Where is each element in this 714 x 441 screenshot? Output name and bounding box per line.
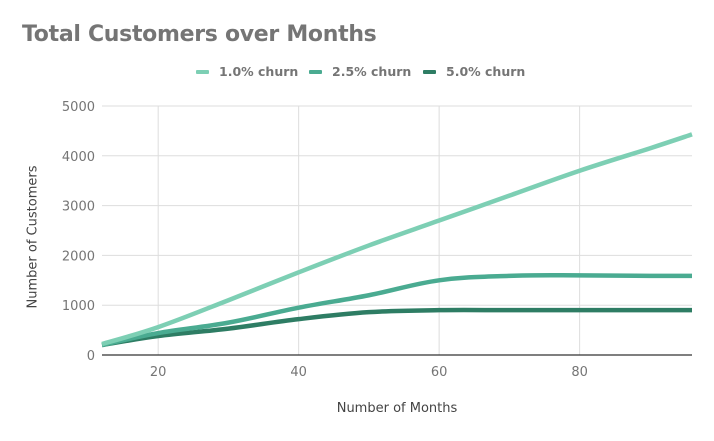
y-axis-ticks: 0 1000 2000 3000 4000 5000 bbox=[62, 100, 95, 364]
legend-label-2-5pct: 2.5% churn bbox=[332, 64, 412, 79]
legend-label-1pct: 1.0% churn bbox=[219, 64, 299, 79]
y-tick-label: 3000 bbox=[62, 200, 95, 215]
series-lines bbox=[101, 132, 693, 348]
x-tick-label: 60 bbox=[431, 365, 448, 380]
x-tick-label: 40 bbox=[290, 365, 307, 380]
legend: 1.0% churn 2.5% churn 5.0% churn bbox=[0, 64, 714, 82]
legend-item-5pct[interactable]: 5.0% churn bbox=[423, 64, 525, 79]
y-tick-label: 5000 bbox=[62, 100, 95, 115]
legend-item-1pct[interactable]: 1.0% churn bbox=[196, 64, 298, 79]
gridlines bbox=[102, 105, 692, 355]
y-tick-label: 2000 bbox=[62, 249, 95, 264]
x-axis-label: Number of Months bbox=[336, 401, 458, 416]
series-line[interactable] bbox=[101, 272, 693, 348]
series-line[interactable] bbox=[101, 307, 692, 348]
y-tick-label: 1000 bbox=[62, 299, 95, 314]
x-tick-label: 80 bbox=[571, 365, 588, 380]
legend-swatch-1pct bbox=[196, 69, 209, 74]
legend-swatch-5pct bbox=[423, 69, 436, 74]
y-tick-label: 4000 bbox=[62, 150, 95, 165]
y-tick-label: 0 bbox=[87, 349, 95, 364]
x-axis-ticks: 20 40 60 80 bbox=[150, 365, 588, 380]
series-line[interactable] bbox=[101, 132, 693, 347]
chart-title: Total Customers over Months bbox=[22, 22, 377, 47]
legend-label-5pct: 5.0% churn bbox=[446, 64, 526, 79]
legend-swatch-2-5pct bbox=[309, 69, 322, 74]
y-axis-label: Number of Customers bbox=[25, 165, 41, 309]
legend-item-2-5pct[interactable]: 2.5% churn bbox=[309, 64, 411, 79]
x-tick-label: 20 bbox=[150, 365, 167, 380]
